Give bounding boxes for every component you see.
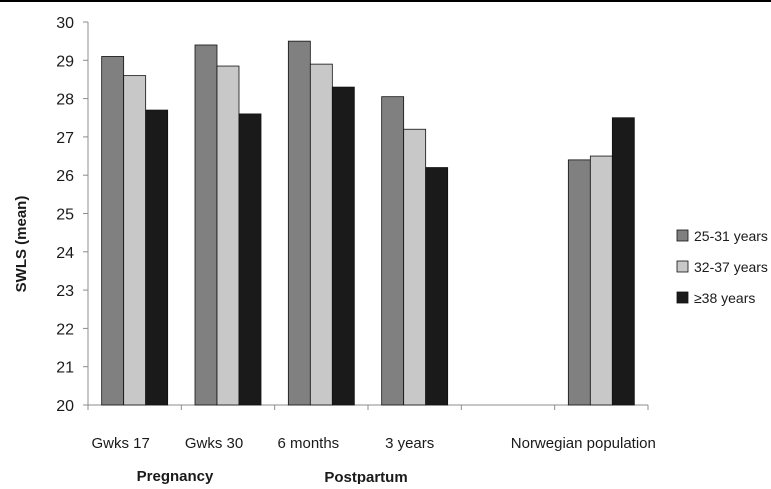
y-tick-label: 30 (56, 15, 74, 32)
bar (611, 117, 635, 406)
legend-label: 25-31 years (694, 228, 768, 244)
x-tick-label: Gwks 17 (91, 435, 149, 452)
bar (403, 128, 427, 406)
y-tick-label: 25 (56, 207, 74, 224)
labels: 20 21 22 23 24 25 26 27 28 29 30 Gwks 17 Gwks 30 6 mo… (13, 15, 656, 486)
y-tick-label: 20 (56, 398, 74, 415)
y-tick-label: 22 (56, 321, 74, 338)
legend-swatch (676, 260, 689, 273)
x-tick-label: Gwks 30 (185, 435, 243, 452)
y-tick-label: 23 (56, 283, 74, 300)
group-label: Pregnancy (137, 468, 214, 484)
bar (194, 44, 218, 406)
top-rule (0, 0, 771, 2)
y-tick-label: 26 (56, 168, 74, 185)
x-tick-label: Norwegian population (511, 435, 656, 452)
bar (238, 113, 262, 406)
axes (83, 21, 649, 410)
legend-swatch (676, 229, 689, 242)
y-tick-label: 24 (56, 245, 74, 262)
bar (381, 96, 405, 406)
legend-swatch (676, 291, 689, 304)
bar (101, 56, 125, 406)
y-axis-title: SWLS (mean) (13, 196, 30, 293)
bar (309, 63, 333, 406)
bar (589, 155, 613, 406)
y-tick-label: 28 (56, 92, 74, 109)
legend-label: 32-37 years (694, 259, 768, 275)
bar (425, 167, 449, 406)
legend: 25-31 years 32-37 years ≥38 years (676, 228, 768, 306)
y-tick-label: 29 (56, 53, 74, 70)
y-tick-label: 21 (56, 360, 74, 377)
x-tick-label: 6 months (277, 435, 339, 452)
bar (287, 40, 311, 406)
bars (101, 40, 635, 406)
legend-label: ≥38 years (694, 290, 755, 306)
x-tick-label: 3 years (385, 435, 434, 452)
group-label: Postpartum (324, 469, 407, 484)
bar (567, 159, 591, 406)
y-tick-label: 27 (56, 130, 74, 147)
bar (216, 65, 240, 406)
bar (331, 86, 355, 406)
bar (145, 109, 169, 406)
bar (123, 75, 147, 406)
